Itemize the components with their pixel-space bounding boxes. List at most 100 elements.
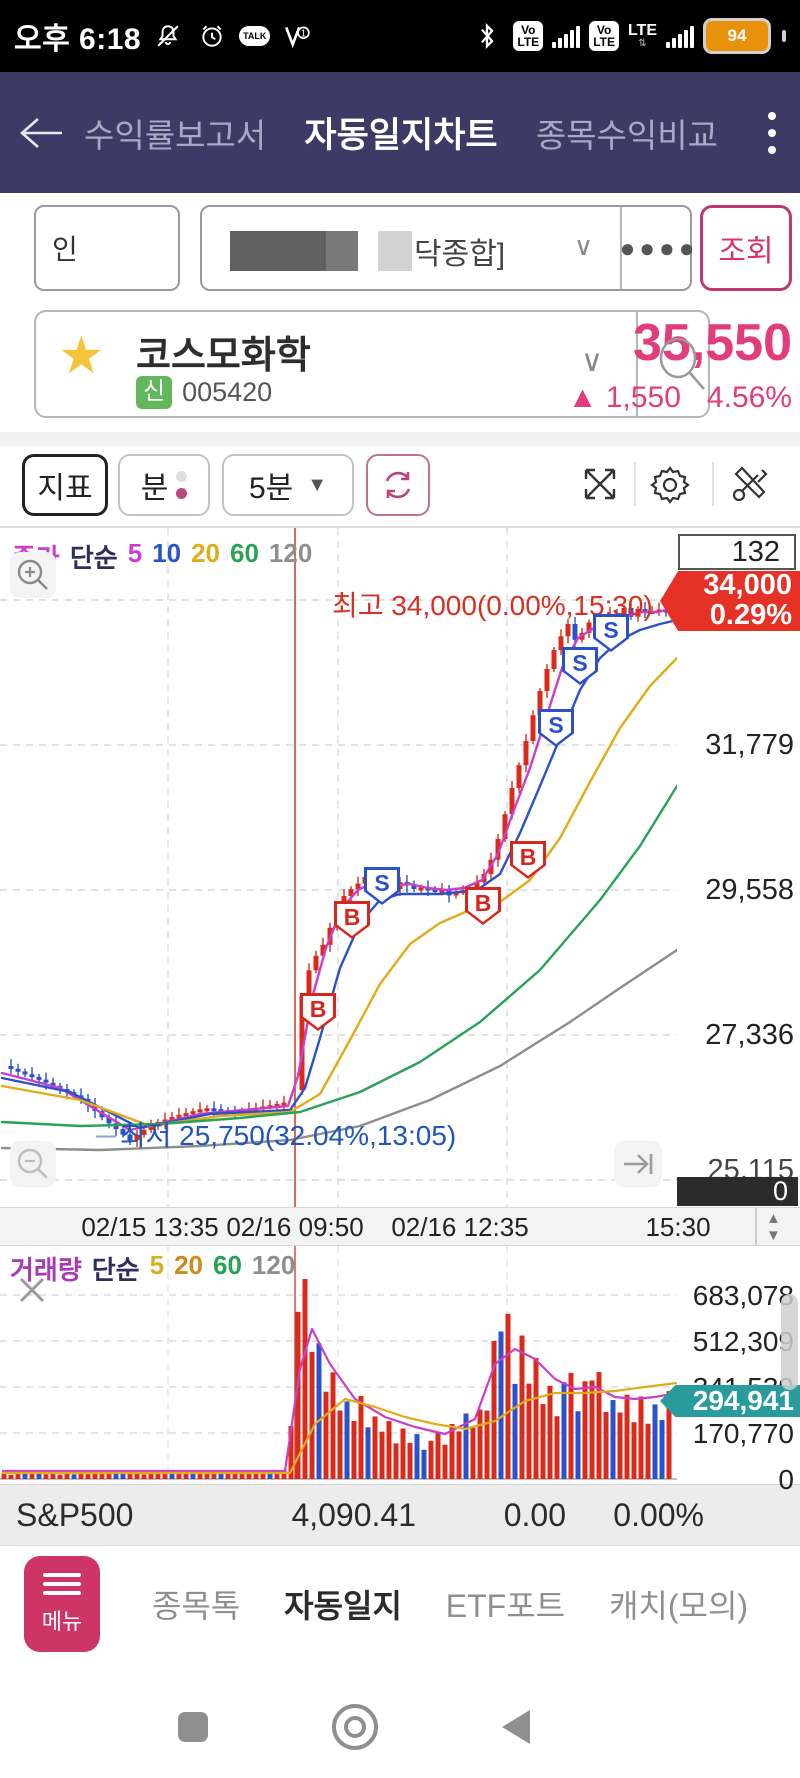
refresh-icon — [385, 471, 411, 499]
account-text: 인 — [52, 234, 78, 265]
go-to-end-icon[interactable] — [614, 1141, 662, 1187]
current-volume-badge: 294,941 — [660, 1385, 800, 1417]
divider — [755, 1208, 757, 1245]
index-name: S&P500 — [16, 1496, 134, 1533]
bottom-nav-tab-ETF포트[interactable]: ETF포트 — [445, 1588, 566, 1624]
tools-icon[interactable] — [724, 458, 776, 510]
bottom-nav-tab-캐치(모의)[interactable]: 캐치(모의) — [608, 1588, 749, 1624]
minute-dots — [176, 471, 188, 499]
back-nav-button[interactable] — [502, 1710, 530, 1744]
divider — [0, 432, 800, 446]
legend-item: 20 — [174, 1250, 203, 1280]
legend-item: 60 — [230, 538, 259, 568]
kakaotalk-icon: TALK — [239, 26, 271, 46]
sell-marker: S — [364, 867, 400, 905]
sell-marker: S — [562, 647, 598, 685]
scroll-down-icon: ▼ — [766, 1227, 781, 1244]
header-tab-종목수익비교[interactable]: 종목수익비교 — [535, 116, 718, 154]
scroll-up-icon: ▲ — [766, 1210, 781, 1227]
volume-legend: 거래량 단순 5 20 60 120 — [10, 1250, 295, 1287]
stock-code: 005420 — [182, 376, 273, 407]
zoom-in-icon[interactable] — [10, 552, 56, 598]
time-axis[interactable]: 02/15 13:35 02/16 09:50 02/16 12:35 15:30 ▲… — [0, 1207, 800, 1246]
redacted-block — [230, 231, 326, 271]
index-change: 0.00 — [503, 1496, 566, 1533]
account-search-row: 인 닥종합] ∨ ●●●● 조회 — [0, 193, 800, 305]
lte-arrows: LTE ⇅ — [627, 22, 657, 49]
account-dropdown[interactable]: 닥종합] ∨ ●●●● — [200, 205, 699, 291]
divider — [620, 207, 622, 289]
home-button[interactable] — [332, 1704, 378, 1750]
scrollbar[interactable] — [781, 1294, 798, 1390]
indicator-button[interactable]: 지표 — [22, 454, 108, 516]
bluetooth-icon — [470, 19, 504, 53]
price-change: ▲ 1,550 4.56% — [567, 381, 792, 414]
new-stock-badge: 신 — [136, 376, 173, 409]
index-pct: 0.00% — [613, 1496, 704, 1533]
bottom-nav-tabs: 종목톡 자동일지 ETF포트 캐치(모의) — [130, 1546, 770, 1662]
period-select[interactable]: 5분 ▼ — [222, 454, 354, 516]
volume-axis-tick: 0 — [778, 1464, 794, 1495]
alarm-clock-icon — [195, 19, 229, 53]
index-footer-row: S&P500 4,090.41 0.00 0.00% — [0, 1484, 800, 1546]
caret-down-icon: ▼ — [307, 473, 328, 496]
legend-item: 20 — [191, 538, 220, 568]
current-price: 35,550 — [632, 314, 792, 372]
account-select[interactable]: 인 — [34, 205, 180, 291]
legend-item: 단순 — [91, 1255, 140, 1285]
close-volume-icon[interactable] — [14, 1272, 50, 1313]
price-axis-tick: 27,336 — [705, 1019, 794, 1051]
password-field[interactable]: ●●●● — [619, 232, 699, 263]
expand-chart-icon[interactable] — [574, 458, 626, 510]
chart-toolbar: 지표 분 5분 ▼ — [0, 446, 800, 528]
zoom-out-icon[interactable] — [10, 1141, 56, 1187]
price-axis-tick: 31,779 — [705, 729, 794, 761]
legend-item: 단순 — [69, 543, 118, 573]
current-price-flag: 34,000 0.29% — [660, 571, 800, 631]
price-chart[interactable]: 종가단순5102060120 132 34,000 0.29% 최고 34,00… — [0, 528, 800, 1207]
price-chart-canvas[interactable] — [0, 528, 677, 1207]
volte-badge-2: Vo LTE — [589, 21, 619, 51]
header-tabs: 수익률보고서 자동일지차트 종목수익비교 — [84, 107, 744, 158]
legend-item: 120 — [251, 1250, 296, 1280]
volume-chart-canvas[interactable] — [0, 1246, 677, 1484]
flag-price: 34,000 — [703, 569, 792, 602]
refresh-button[interactable] — [366, 454, 430, 516]
bottom-nav-tab-종목톡[interactable]: 종목톡 — [151, 1588, 241, 1624]
index-value: 4,090.41 — [291, 1496, 416, 1533]
time-axis-label: 02/15 13:35 — [81, 1212, 219, 1242]
stock-select-box[interactable]: ★ 코스모화학 신 005420 ∨ — [34, 310, 710, 418]
divider — [712, 462, 714, 506]
menu-button[interactable]: 메뉴 — [24, 1556, 100, 1652]
stock-search-icon[interactable] — [654, 334, 710, 394]
signal-bars — [552, 24, 581, 48]
stock-row: ★ 코스모화학 신 005420 ∨ 35,550 ▲ 1,550 4.56% — [0, 305, 800, 430]
android-nav-bar — [0, 1690, 800, 1778]
volte-badge: Vo LTE — [513, 21, 544, 51]
divider — [636, 312, 638, 416]
axis-scroll-arrows[interactable]: ▲ ▼ — [766, 1211, 781, 1243]
recents-button[interactable] — [178, 1712, 208, 1742]
current-volume-box: 0 — [677, 1176, 798, 1206]
redacted-block — [326, 231, 358, 271]
clock-text: 오후 6:18 — [14, 23, 142, 56]
legend-item: 60 — [213, 1250, 242, 1280]
back-button[interactable] — [0, 113, 84, 153]
app-header: 수익률보고서 자동일지차트 종목수익비교 — [0, 72, 800, 193]
bottom-nav-tab-자동일지[interactable]: 자동일지 — [284, 1588, 402, 1624]
gear-icon[interactable] — [644, 458, 696, 510]
minute-button[interactable]: 분 — [118, 454, 210, 516]
more-menu-icon[interactable] — [744, 111, 800, 154]
legend-item: 5 — [149, 1250, 165, 1280]
bottom-nav: 메뉴 종목톡 자동일지 ETF포트 캐치(모의) — [0, 1546, 800, 1690]
header-tab-수익률보고서[interactable]: 수익률보고서 — [84, 116, 267, 154]
query-button[interactable]: 조회 — [700, 205, 792, 291]
time-axis-label: 02/16 12:35 — [391, 1212, 529, 1242]
header-tab-자동일지차트[interactable]: 자동일지차트 — [304, 116, 498, 155]
flag-pct: 0.29% — [709, 599, 792, 631]
battery-nub — [782, 30, 786, 42]
chevron-down-icon[interactable]: ∨ — [581, 345, 603, 378]
favorite-star-icon[interactable]: ★ — [58, 327, 105, 385]
